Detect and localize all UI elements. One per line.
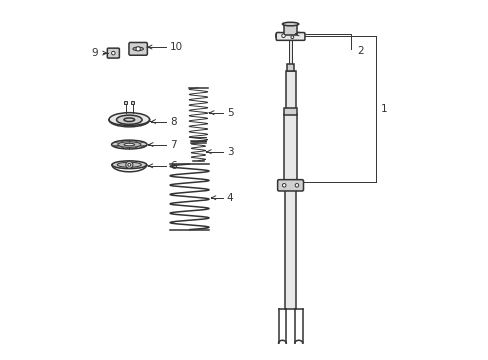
Ellipse shape [133,47,143,51]
Circle shape [295,184,298,187]
Bar [285,182,295,309]
Bar [283,24,297,35]
Circle shape [281,34,285,37]
Text: 6: 6 [170,161,176,171]
Circle shape [111,51,115,55]
Text: 7: 7 [170,140,176,149]
Bar [285,71,295,109]
Ellipse shape [117,162,141,167]
Text: 3: 3 [226,147,233,157]
Ellipse shape [282,22,298,26]
Text: 8: 8 [170,117,176,126]
Circle shape [282,184,285,187]
Bar [286,64,294,71]
Bar [283,108,297,116]
Text: 4: 4 [226,193,233,203]
Ellipse shape [118,142,141,147]
Circle shape [290,36,293,39]
Ellipse shape [124,118,134,122]
Ellipse shape [109,113,149,127]
Text: 10: 10 [170,42,183,52]
Circle shape [128,163,130,166]
Bar [131,101,134,104]
Wedge shape [275,32,279,39]
Circle shape [136,47,140,51]
Ellipse shape [124,143,134,146]
Bar [124,101,127,104]
Text: 1: 1 [380,104,387,114]
Bar [288,36,291,65]
Text: 9: 9 [92,48,98,58]
FancyBboxPatch shape [107,48,119,58]
Ellipse shape [112,161,146,168]
FancyBboxPatch shape [276,32,305,40]
Ellipse shape [116,115,142,124]
Text: 5: 5 [226,108,233,118]
FancyBboxPatch shape [129,42,147,55]
Text: 2: 2 [356,46,363,56]
Ellipse shape [111,140,147,149]
Circle shape [299,34,303,38]
Bar [284,114,296,180]
Circle shape [125,161,133,168]
FancyBboxPatch shape [277,180,303,191]
